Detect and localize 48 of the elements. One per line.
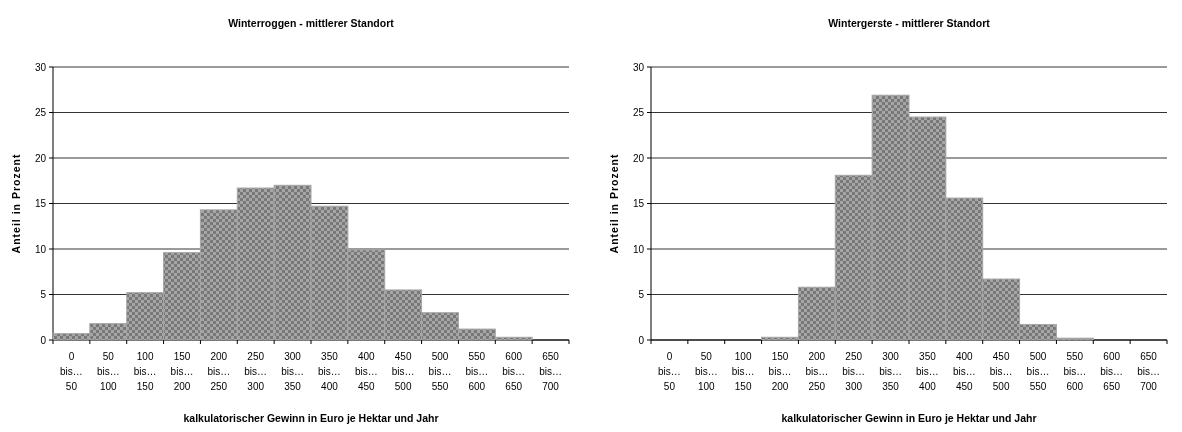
x-tick-label: 500 bis… 550 <box>428 351 452 392</box>
chart-title: Wintergerste - mittlerer Standort <box>828 17 991 29</box>
y-tick-label: 15 <box>632 198 645 209</box>
x-tick-label: 100 bis… 150 <box>133 351 157 392</box>
y-tick-label: 10 <box>632 243 645 255</box>
x-tick-label: 550 bis… 600 <box>465 351 489 392</box>
x-tick-label: 200 bis… 250 <box>805 351 829 392</box>
x-tick-label: 0 bis… 50 <box>658 351 681 392</box>
x-tick-label: 250 bis… 300 <box>244 351 268 392</box>
y-tick-label: 20 <box>34 152 47 164</box>
x-tick-label: 600 bis… 650 <box>502 351 526 392</box>
x-tick-label: 400 bis… 450 <box>952 351 976 392</box>
x-axis-title: kalkulatorischer Gewinn in Euro je Hektar und Jahr <box>781 412 1037 424</box>
x-tick-label: 200 bis… 250 <box>207 351 231 392</box>
y-tick-label: 5 <box>638 289 645 300</box>
x-tick-label: 600 bis… 650 <box>1100 351 1124 392</box>
y-tick-label: 10 <box>34 243 47 255</box>
x-tick-label: 300 bis… 350 <box>281 351 304 392</box>
x-tick-label: 50 bis… 100 <box>694 351 718 392</box>
x-tick-label: 650 bis… 700 <box>539 351 562 392</box>
y-tick-label: 30 <box>34 61 47 73</box>
x-tick-label: 400 bis… 450 <box>354 351 378 392</box>
y-tick-label: 15 <box>34 198 47 209</box>
x-tick-label: 150 bis… 200 <box>768 351 792 392</box>
x-tick-label: 350 bis… 400 <box>318 351 341 392</box>
y-axis-title: Anteil in Prozent <box>10 153 22 254</box>
x-tick-label: 50 bis… 100 <box>96 351 120 392</box>
y-tick-label: 5 <box>40 289 47 300</box>
x-tick-label: 300 bis… 350 <box>879 351 902 392</box>
x-axis-title: kalkulatorischer Gewinn in Euro je Hektar und Jahr <box>183 412 439 424</box>
y-tick-label: 20 <box>632 152 645 164</box>
x-tick-label: 0 bis… 50 <box>60 351 83 392</box>
x-tick-label: 500 bis… 550 <box>1026 351 1050 392</box>
x-tick-label: 650 bis… 700 <box>1137 351 1160 392</box>
y-tick-label: 0 <box>638 334 645 346</box>
x-tick-label: 350 bis… 400 <box>916 351 939 392</box>
x-tick-label: 450 bis… 500 <box>989 351 1013 392</box>
y-tick-label: 25 <box>632 107 645 118</box>
y-axis-title: Anteil in Prozent <box>608 153 620 254</box>
x-tick-label: 250 bis… 300 <box>842 351 866 392</box>
chart-title: Winterroggen - mittlerer Standort <box>228 17 395 29</box>
y-tick-label: 30 <box>632 61 645 73</box>
x-tick-label: 150 bis… 200 <box>170 351 194 392</box>
y-tick-label: 0 <box>40 334 47 346</box>
x-tick-label: 100 bis… 150 <box>731 351 755 392</box>
y-tick-label: 25 <box>34 107 47 118</box>
x-tick-label: 450 bis… 500 <box>391 351 415 392</box>
x-tick-label: 550 bis… 600 <box>1063 351 1087 392</box>
